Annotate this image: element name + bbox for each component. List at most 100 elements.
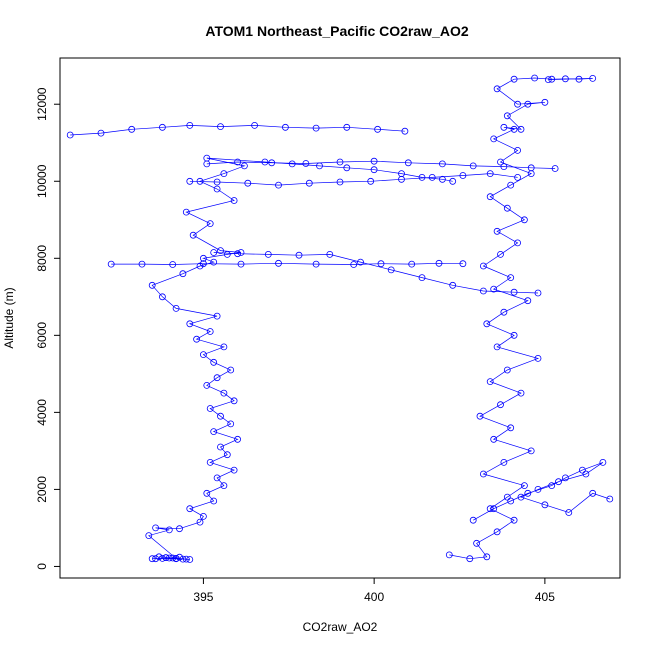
data-point: [152, 555, 160, 563]
data-point: [500, 308, 508, 316]
data-point: [469, 162, 477, 170]
data-point: [483, 553, 491, 561]
y-axis-label: Altitude (m): [2, 287, 16, 348]
data-point: [503, 366, 511, 374]
data-point: [459, 172, 467, 179]
y-tick-label: 10000: [35, 164, 49, 198]
data-point: [497, 401, 504, 409]
data-point: [234, 158, 242, 166]
data-point: [517, 125, 525, 133]
data-point: [210, 249, 218, 256]
data-point: [514, 100, 521, 108]
data-point: [503, 204, 511, 212]
data-point: [541, 501, 549, 509]
data-point: [582, 470, 590, 478]
chart-title: ATOM1 Northeast_Pacific CO2raw_AO2: [205, 23, 468, 39]
data-point: [500, 123, 508, 131]
data-point: [507, 181, 515, 189]
data-point: [158, 123, 166, 131]
data-point: [483, 320, 491, 328]
data-point: [182, 555, 190, 563]
data-point: [210, 358, 218, 366]
data-point: [251, 122, 259, 129]
data-point: [203, 381, 211, 389]
data-point: [213, 374, 221, 382]
data-point: [234, 435, 242, 443]
data-point: [541, 98, 549, 106]
data-point: [217, 443, 224, 451]
y-tick-label: 4000: [35, 399, 49, 426]
data-point: [473, 539, 481, 547]
data-point: [479, 287, 487, 295]
data-point: [401, 127, 409, 135]
data-point: [275, 259, 282, 267]
data-point: [476, 412, 484, 420]
data-point: [193, 335, 201, 343]
data-point: [404, 159, 412, 167]
data-point: [336, 158, 344, 166]
data-point: [490, 135, 498, 143]
data-point: [223, 451, 231, 459]
data-point: [534, 485, 542, 493]
data-point: [466, 555, 474, 563]
data-point: [199, 254, 207, 262]
data-point: [165, 554, 173, 562]
data-point: [497, 250, 504, 258]
data-point: [555, 478, 562, 486]
data-point: [493, 528, 501, 536]
data-point: [562, 474, 569, 482]
data-point: [138, 260, 146, 268]
data-point: [524, 100, 532, 108]
data-point: [199, 260, 207, 268]
data-point: [281, 123, 289, 131]
data-point: [223, 250, 231, 258]
series-6-line: [449, 77, 593, 560]
data-point: [148, 555, 156, 563]
data-point: [510, 288, 518, 296]
data-point: [186, 556, 194, 563]
data-point: [418, 274, 426, 282]
data-point: [186, 122, 194, 129]
data-point: [244, 179, 252, 187]
series-1-line: [111, 262, 463, 265]
data-point: [203, 160, 211, 168]
data-point: [230, 197, 238, 204]
data-point: [227, 420, 235, 428]
data-point: [517, 389, 525, 397]
data-point: [398, 175, 405, 183]
data-point: [514, 146, 521, 154]
data-point: [227, 366, 235, 374]
data-point: [534, 354, 542, 362]
data-point: [182, 208, 190, 216]
data-point: [210, 497, 218, 505]
data-point: [606, 495, 614, 503]
data-point: [196, 518, 204, 526]
data-point: [186, 505, 194, 513]
data-point: [107, 260, 115, 268]
data-point: [179, 555, 187, 563]
data-point: [521, 482, 528, 490]
data-point: [288, 160, 296, 168]
y-tick-label: 6000: [35, 322, 49, 349]
data-point: [469, 516, 477, 524]
data-point: [275, 181, 282, 189]
data-point: [374, 125, 382, 133]
data-point: [268, 159, 276, 167]
plot-area: [66, 74, 614, 563]
x-tick-label: 395: [193, 590, 213, 604]
data-point: [158, 555, 166, 562]
data-point: [435, 259, 443, 267]
data-point: [128, 125, 136, 133]
data-point: [510, 516, 518, 524]
data-point: [199, 513, 207, 520]
data-point: [237, 249, 245, 256]
data-point: [548, 482, 556, 490]
data-point: [507, 424, 515, 432]
data-point: [534, 289, 542, 297]
data-point: [295, 251, 303, 259]
y-tick-label: 12000: [35, 87, 49, 121]
data-point: [514, 173, 521, 181]
y-tick-label: 0: [35, 563, 49, 570]
data-point: [206, 328, 214, 335]
data-point: [548, 75, 556, 83]
